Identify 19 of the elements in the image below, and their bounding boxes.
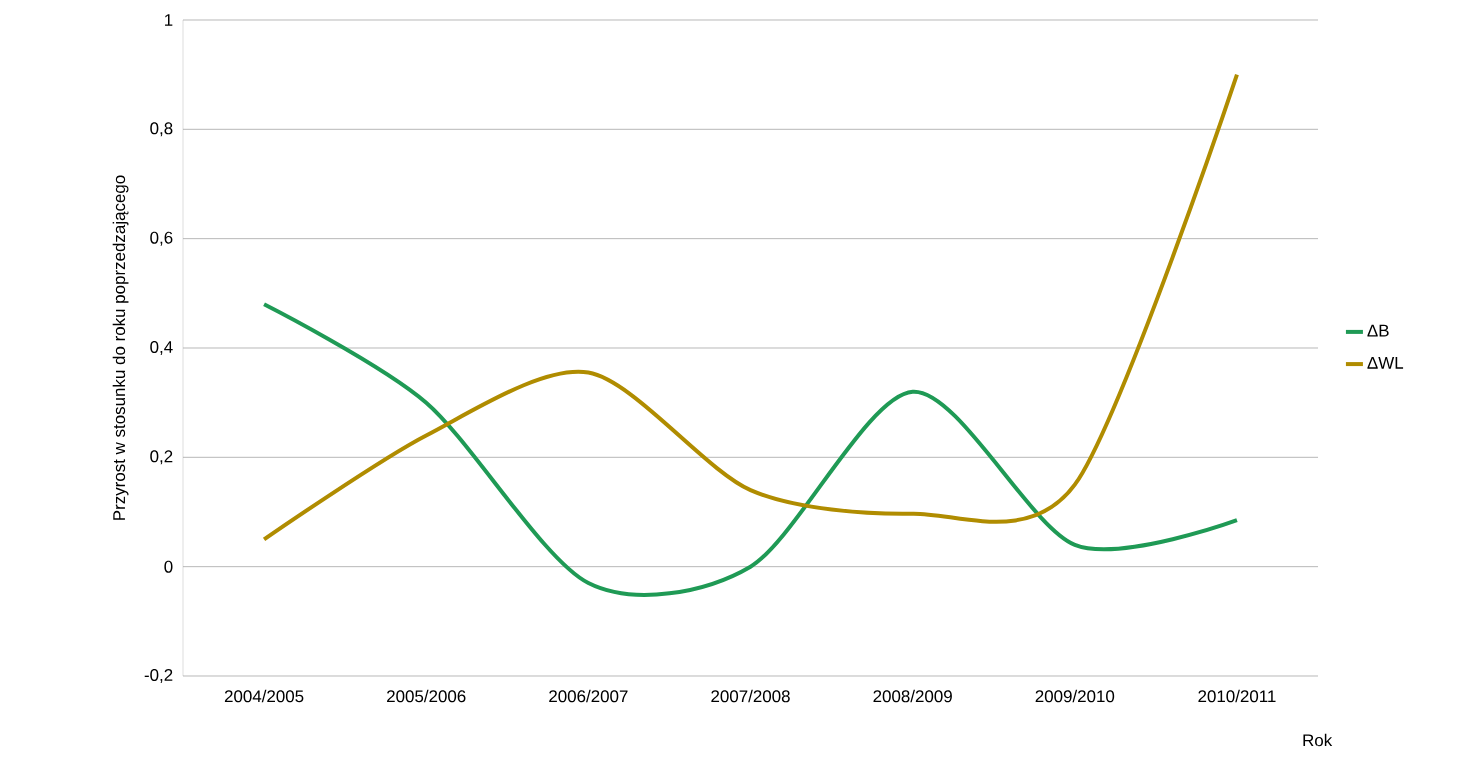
y-axis-title: Przyrost w stosunku do roku poprzedzającego bbox=[112, 175, 129, 520]
x-axis-title: Rok bbox=[1303, 733, 1333, 747]
x-tick-label: 2004/2005 bbox=[224, 689, 304, 703]
line-series bbox=[262, 72, 1239, 542]
x-tick-label: 2008/2009 bbox=[873, 689, 952, 703]
x-tick-label: 2010/2011 bbox=[1198, 689, 1276, 703]
x-tick-label: 2007/2008 bbox=[711, 689, 790, 703]
x-tick-label: 2009/2010 bbox=[1035, 689, 1115, 703]
x-tick-label: 2005/2006 bbox=[387, 689, 466, 703]
y-tick-label: 1 bbox=[165, 14, 173, 26]
y-tick-label: 0,8 bbox=[150, 122, 173, 137]
legend-label: ΔB bbox=[1367, 324, 1389, 337]
x-tick-label: 2006/2007 bbox=[549, 689, 628, 703]
y-tick-label: 0,6 bbox=[150, 231, 173, 246]
y-tick-label: -0,2 bbox=[144, 669, 173, 683]
y-tick-label: 0,2 bbox=[150, 450, 173, 465]
y-tick-label: 0,4 bbox=[150, 340, 173, 355]
legend-label: ΔWL bbox=[1367, 356, 1404, 369]
y-tick-label: 0 bbox=[164, 560, 173, 573]
